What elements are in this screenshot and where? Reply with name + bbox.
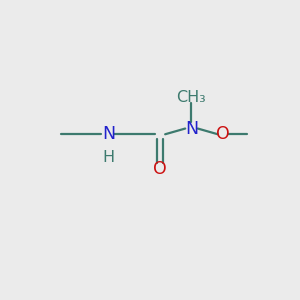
Text: H: H — [103, 150, 115, 165]
Text: N: N — [185, 119, 198, 137]
Text: CH₃: CH₃ — [177, 90, 206, 105]
Text: O: O — [153, 160, 167, 178]
Text: O: O — [216, 125, 230, 143]
Text: N: N — [102, 125, 115, 143]
